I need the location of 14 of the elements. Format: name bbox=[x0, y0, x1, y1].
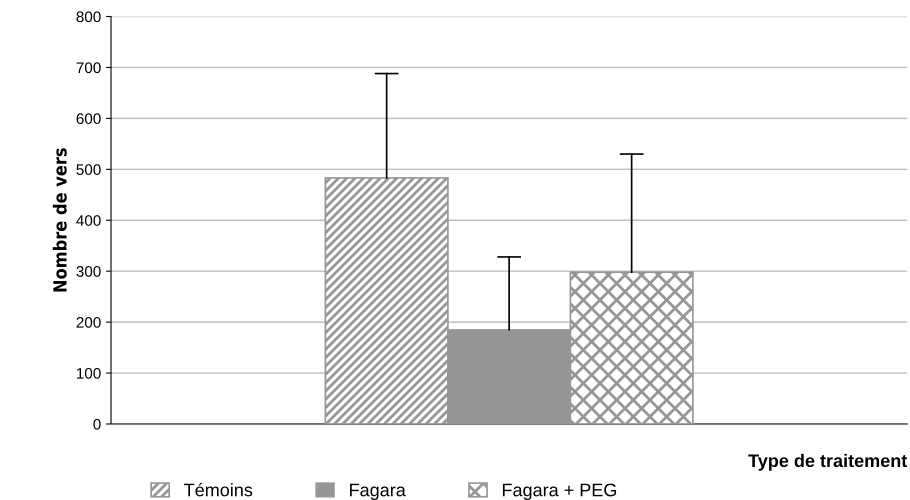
y-tick-label: 300 bbox=[76, 266, 101, 277]
y-tick-label: 600 bbox=[76, 113, 101, 124]
y-tick-label: 200 bbox=[76, 316, 101, 328]
legend-label: Témoins bbox=[184, 482, 252, 496]
y-tick-label: 700 bbox=[76, 62, 101, 74]
x-axis-title: Type de traitement bbox=[748, 454, 908, 471]
y-tick-label: 400 bbox=[76, 215, 101, 226]
y-tick-label: 500 bbox=[76, 164, 101, 175]
y-axis-title: Nombre de vers bbox=[52, 148, 67, 292]
y-tick-label: 0 bbox=[93, 418, 101, 430]
legend-label: Fagara + PEG bbox=[502, 484, 616, 500]
y-tick-label: 100 bbox=[76, 368, 101, 379]
legend-label: Fagara bbox=[350, 484, 406, 500]
y-tick-label: 800 bbox=[76, 11, 101, 22]
